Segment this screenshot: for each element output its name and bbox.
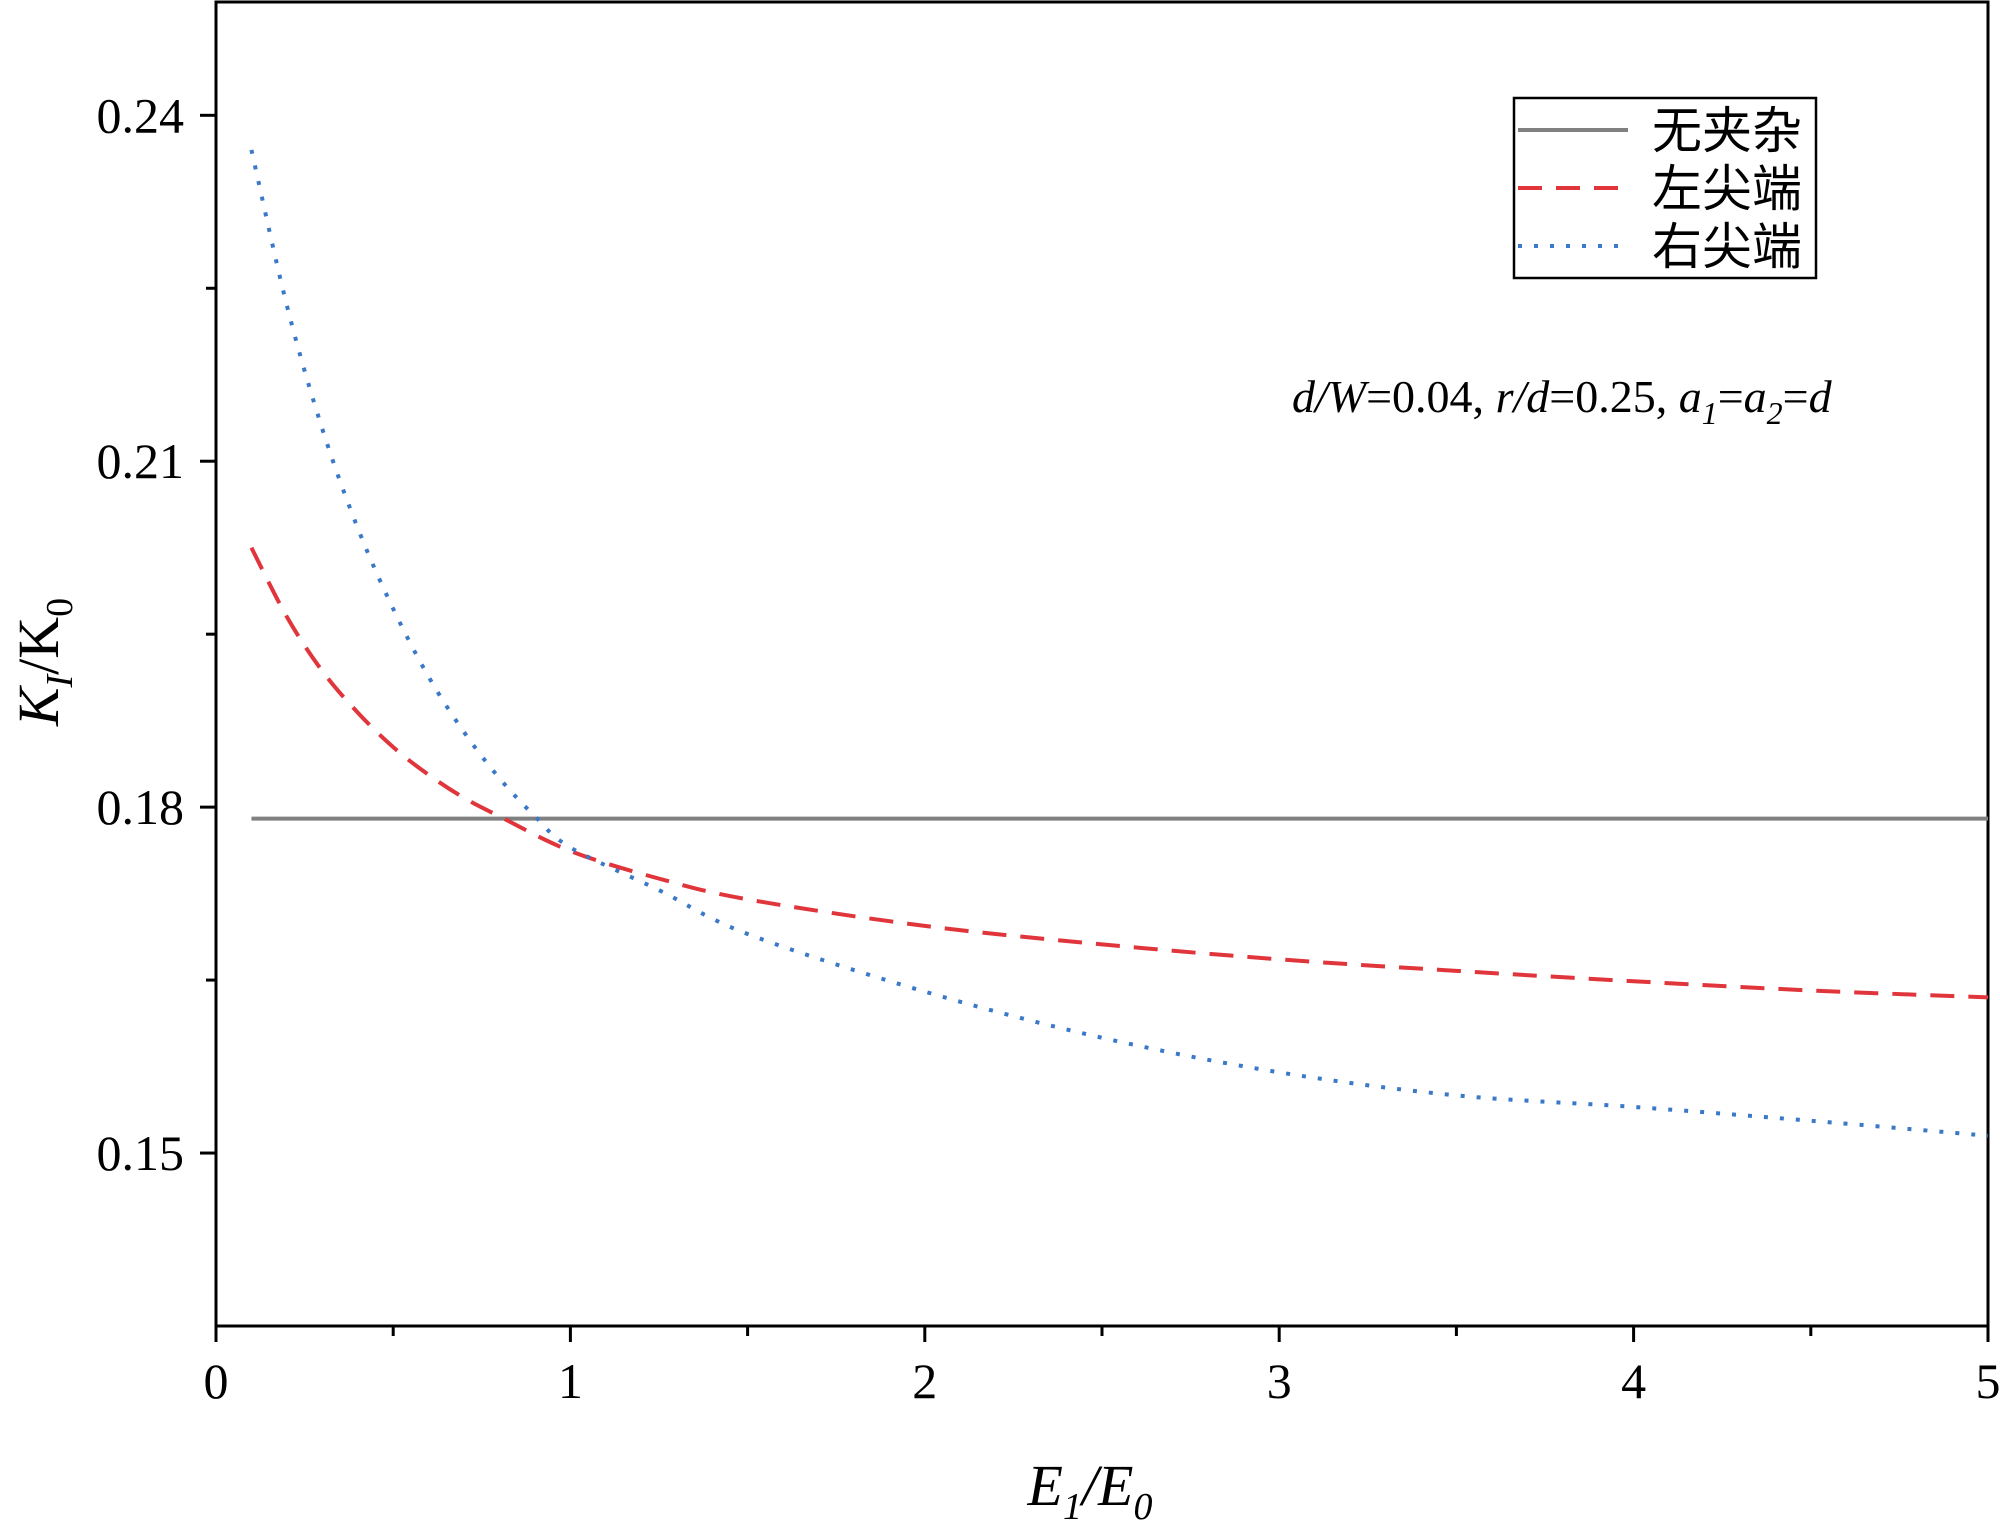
legend-label-right-tip: 右尖端 <box>1652 218 1802 276</box>
parameter-annotation: d/W=0.04, r/d=0.25, a1=a2=d <box>1292 371 1833 431</box>
legend-label-left-tip: 左尖端 <box>1652 160 1802 218</box>
y-tick-label: 0.18 <box>97 779 185 835</box>
x-tick-label: 4 <box>1621 1353 1646 1409</box>
y-tick-label: 0.15 <box>97 1125 185 1181</box>
x-tick-label: 5 <box>1976 1353 2000 1409</box>
x-tick-label: 2 <box>912 1353 937 1409</box>
y-tick-label: 0.21 <box>97 433 185 489</box>
axes: 0 1 2 3 4 5 0.15 0.18 0.21 0.24 <box>97 0 2000 1409</box>
legend-label-no-inclusion: 无夹杂 <box>1652 102 1802 160</box>
x-axis-title: E1/E0 <box>1027 1453 1153 1523</box>
y-tick-label: 0.24 <box>97 87 185 143</box>
x-tick-label: 0 <box>204 1353 229 1409</box>
series-right-tip <box>249 149 1989 1138</box>
x-tick-label: 1 <box>558 1353 583 1409</box>
x-tick-label: 3 <box>1267 1353 1292 1409</box>
series-left-tip <box>249 546 1989 1000</box>
legend: 无夹杂 左尖端 右尖端 <box>1512 96 1818 280</box>
y-axis-title: KI/K0 <box>6 598 81 727</box>
series-layer <box>249 149 1989 1138</box>
